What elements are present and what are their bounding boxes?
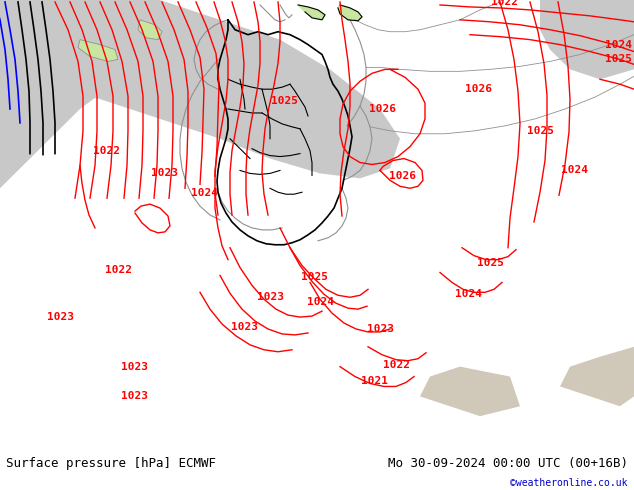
Text: 1023: 1023	[231, 322, 259, 332]
Text: 1023: 1023	[46, 312, 74, 322]
Text: 1024: 1024	[455, 289, 481, 299]
Text: 1023: 1023	[152, 169, 179, 178]
Text: 1024: 1024	[605, 40, 632, 49]
Text: 1022: 1022	[491, 0, 519, 7]
Polygon shape	[298, 5, 325, 20]
Text: 1025: 1025	[477, 258, 503, 268]
Text: 1025: 1025	[605, 54, 632, 65]
Text: Surface pressure [hPa] ECMWF: Surface pressure [hPa] ECMWF	[6, 457, 216, 470]
Text: Mo 30-09-2024 00:00 UTC (00+16B): Mo 30-09-2024 00:00 UTC (00+16B)	[387, 457, 628, 470]
Text: 1026: 1026	[389, 172, 415, 181]
Text: 1022: 1022	[384, 360, 410, 369]
Polygon shape	[560, 347, 634, 406]
Text: 1024: 1024	[306, 297, 333, 307]
Text: 1024: 1024	[560, 166, 588, 175]
Polygon shape	[138, 20, 162, 40]
Text: 1023: 1023	[122, 392, 148, 401]
Text: 1022: 1022	[93, 146, 119, 156]
Text: 1021: 1021	[361, 376, 387, 387]
Polygon shape	[338, 5, 362, 21]
Polygon shape	[420, 367, 520, 416]
Polygon shape	[78, 40, 118, 61]
Text: 1024: 1024	[191, 188, 219, 198]
Text: ©weatheronline.co.uk: ©weatheronline.co.uk	[510, 478, 628, 488]
Polygon shape	[0, 0, 100, 99]
Text: 1022: 1022	[105, 265, 131, 274]
Polygon shape	[0, 0, 160, 188]
Polygon shape	[0, 0, 400, 178]
Polygon shape	[540, 0, 634, 79]
Text: 1023: 1023	[366, 324, 394, 334]
Text: 1025: 1025	[271, 96, 299, 106]
Text: 1023: 1023	[122, 362, 148, 371]
Text: 1023: 1023	[257, 292, 283, 302]
Text: 1026: 1026	[465, 84, 491, 94]
Text: 1026: 1026	[368, 104, 396, 114]
Text: 1025: 1025	[302, 272, 328, 282]
Text: 1025: 1025	[526, 126, 553, 136]
